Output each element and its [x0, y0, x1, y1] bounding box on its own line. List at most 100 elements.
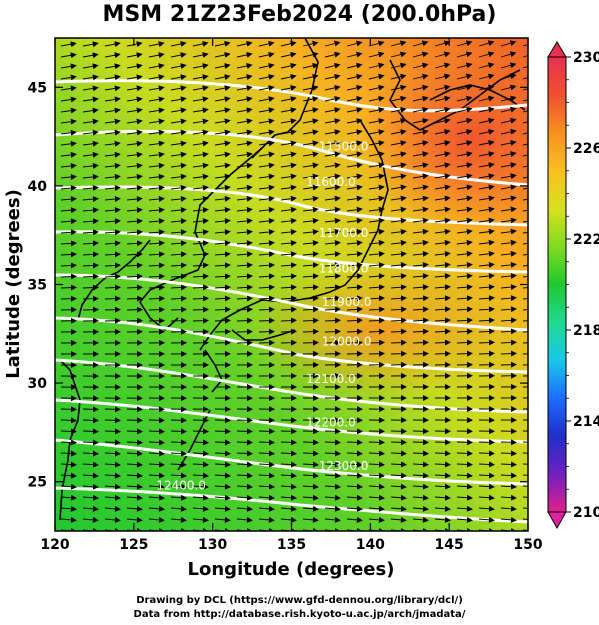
- wind-arrow: [126, 450, 143, 457]
- wind-arrow: [148, 251, 165, 258]
- wind-arrow: [126, 52, 143, 59]
- wind-arrow: [500, 184, 517, 191]
- wind-arrow: [258, 505, 275, 512]
- contour-label: 12100.0: [306, 372, 356, 386]
- wind-arrow: [214, 317, 231, 324]
- wind-arrow: [522, 99, 528, 102]
- wind-arrow: [148, 505, 165, 512]
- wind-arrow: [170, 461, 187, 468]
- wind-arrow: [236, 240, 253, 247]
- wind-arrow: [148, 284, 165, 291]
- wind-arrow: [214, 107, 231, 114]
- wind-arrow: [214, 118, 231, 125]
- wind-arrow: [456, 151, 473, 158]
- wind-arrow: [170, 450, 187, 457]
- colorbar-label: 210: [573, 505, 599, 521]
- wind-arrow: [522, 298, 528, 300]
- wind-arrow: [214, 206, 231, 213]
- wind-arrow: [412, 106, 429, 113]
- wind-arrow: [236, 428, 253, 435]
- wind-arrow: [170, 52, 187, 58]
- wind-arrow: [412, 284, 429, 291]
- wind-arrow: [236, 51, 253, 58]
- wind-arrow: [500, 73, 517, 80]
- contour-label: 11500.0: [319, 139, 369, 153]
- wind-arrow: [434, 206, 451, 213]
- wind-arrow: [302, 62, 319, 69]
- wind-arrow: [236, 63, 253, 69]
- wind-arrow: [126, 96, 143, 103]
- wind-arrow: [500, 328, 517, 335]
- wind-arrow: [368, 73, 385, 80]
- wind-arrow: [192, 140, 209, 147]
- wind-arrow: [192, 206, 209, 213]
- wind-arrow: [148, 295, 165, 302]
- wind-arrow: [390, 173, 407, 180]
- wind-arrow: [126, 140, 143, 147]
- wind-arrow: [170, 218, 187, 225]
- wind-arrow: [82, 140, 99, 147]
- wind-arrow: [522, 110, 528, 113]
- wind-arrow: [170, 118, 187, 125]
- wind-arrow: [456, 140, 473, 146]
- wind-arrow: [478, 106, 495, 113]
- wind-arrow: [302, 151, 319, 158]
- wind-arrow: [434, 184, 451, 191]
- wind-arrow: [478, 206, 495, 213]
- wind-arrow: [258, 273, 275, 280]
- wind-arrow: [390, 51, 407, 58]
- wind-arrow: [368, 239, 385, 246]
- wind-arrow: [82, 218, 99, 225]
- wind-arrow: [82, 107, 99, 114]
- wind-arrow: [148, 85, 165, 92]
- wind-arrow: [280, 284, 297, 291]
- wind-arrow: [82, 472, 99, 479]
- wind-arrow: [522, 474, 528, 476]
- wind-arrow: [214, 195, 231, 202]
- wind-arrow: [192, 129, 209, 136]
- wind-arrow: [478, 483, 495, 490]
- wind-arrow: [324, 73, 341, 80]
- wind-arrow: [82, 450, 99, 457]
- wind-arrow: [104, 483, 121, 490]
- wind-arrow: [478, 295, 495, 302]
- wind-arrow: [522, 132, 528, 135]
- wind-arrow: [258, 295, 275, 302]
- y-tick-label: 30: [28, 376, 48, 392]
- wind-arrow: [302, 96, 319, 102]
- wind-arrow: [236, 173, 253, 180]
- wind-arrow: [346, 494, 363, 501]
- wind-arrow: [60, 207, 77, 214]
- wind-arrow: [104, 439, 121, 446]
- wind-arrow: [60, 483, 77, 490]
- wind-arrow: [280, 494, 297, 501]
- wind-arrow: [302, 483, 319, 490]
- wind-arrow: [346, 439, 363, 446]
- wind-arrow: [60, 118, 77, 125]
- wind-arrow: [390, 151, 407, 158]
- wind-arrow: [346, 217, 363, 224]
- wind-arrow: [412, 483, 429, 490]
- wind-arrow: [192, 428, 209, 435]
- wind-arrow: [500, 339, 517, 346]
- wind-arrow: [192, 184, 209, 191]
- wind-arrow: [148, 483, 165, 490]
- wind-arrow: [324, 516, 341, 523]
- wind-arrow: [302, 129, 319, 136]
- wind-arrow: [478, 505, 495, 512]
- wind-arrow: [390, 273, 407, 280]
- wind-arrow: [390, 129, 407, 136]
- wind-arrow: [456, 295, 473, 302]
- colorbar-gradient: [547, 56, 567, 513]
- colorbar-label: 222: [573, 232, 599, 248]
- wind-arrow: [60, 107, 77, 114]
- wind-arrow: [522, 496, 528, 498]
- wind-arrow: [434, 162, 451, 169]
- wind-arrow: [478, 128, 495, 135]
- wind-arrow: [390, 184, 407, 191]
- wind-arrow: [60, 218, 77, 225]
- wind-arrow: [148, 229, 165, 236]
- wind-arrow: [302, 317, 319, 324]
- wind-arrow: [456, 106, 473, 113]
